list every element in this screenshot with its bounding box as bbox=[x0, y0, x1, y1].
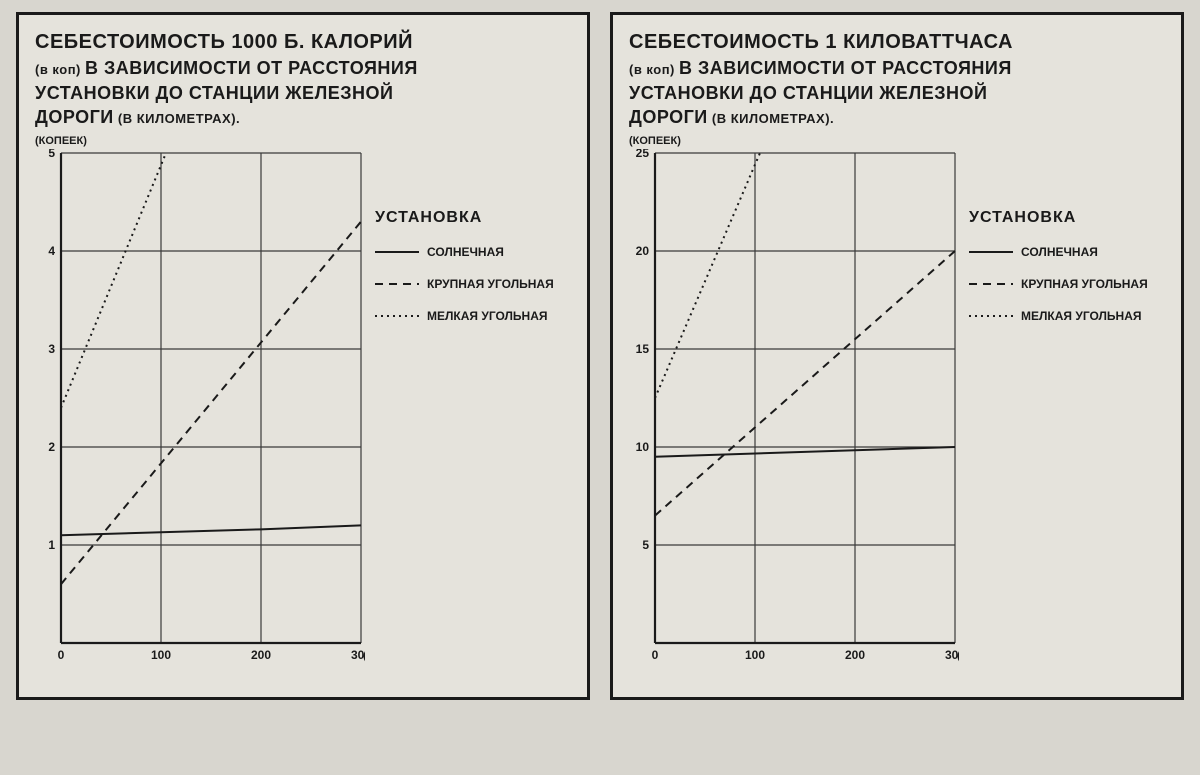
svg-text:0: 0 bbox=[58, 648, 65, 662]
title-sub: В ЗАВИСИМОСТИ ОТ РАССТОЯНИЯ bbox=[679, 58, 1012, 78]
svg-text:0: 0 bbox=[652, 648, 659, 662]
legend-item: СОЛНЕЧНАЯ bbox=[969, 245, 1148, 259]
svg-text:15: 15 bbox=[636, 342, 650, 356]
legend-item: МЕЛКАЯ УГОЛЬНАЯ bbox=[375, 309, 554, 323]
svg-text:100: 100 bbox=[745, 648, 765, 662]
legend-swatch-solid bbox=[969, 245, 1013, 259]
title-suffix: (В КИЛОМЕТРАХ). bbox=[708, 111, 834, 126]
legend-title: УСТАНОВКА bbox=[375, 209, 554, 227]
title-line-3: УСТАНОВКИ ДО СТАНЦИИ ЖЕЛЕЗНОЙ bbox=[629, 81, 1165, 105]
chart: 5101520250100200300(КИЛОМЕТРОВ) bbox=[629, 149, 959, 667]
title-line-1: СЕБЕСТОИМОСТЬ 1 КИЛОВАТТЧАСА bbox=[629, 29, 1165, 56]
panel-right: СЕБЕСТОИМОСТЬ 1 КИЛОВАТТЧАСА (в коп) В З… bbox=[610, 12, 1184, 700]
legend-label: КРУПНАЯ УГОЛЬНАЯ bbox=[1021, 277, 1148, 291]
chart-wrap: 5101520250100200300(КИЛОМЕТРОВ) УСТАНОВК… bbox=[629, 149, 1165, 667]
legend-title: УСТАНОВКА bbox=[969, 209, 1148, 227]
title-sub: В ЗАВИСИМОСТИ ОТ РАССТОЯНИЯ bbox=[85, 58, 418, 78]
title-prefix: (в коп) bbox=[35, 62, 85, 77]
svg-text:3: 3 bbox=[48, 342, 55, 356]
title-block: СЕБЕСТОИМОСТЬ 1000 Б. КАЛОРИЙ (в коп) В … bbox=[35, 29, 571, 129]
legend-swatch-dotted bbox=[375, 309, 419, 323]
legend-swatch-dotted bbox=[969, 309, 1013, 323]
svg-text:10: 10 bbox=[636, 440, 650, 454]
svg-text:2: 2 bbox=[48, 440, 55, 454]
title-suffix: (В КИЛОМЕТРАХ). bbox=[114, 111, 240, 126]
title-line-4: ДОРОГИ (В КИЛОМЕТРАХ). bbox=[35, 105, 571, 130]
svg-text:200: 200 bbox=[845, 648, 865, 662]
svg-text:4: 4 bbox=[48, 244, 55, 258]
svg-text:(КИЛОМЕТРОВ): (КИЛОМЕТРОВ) bbox=[363, 650, 365, 662]
svg-text:1: 1 bbox=[48, 538, 55, 552]
legend-item: СОЛНЕЧНАЯ bbox=[375, 245, 554, 259]
page: СЕБЕСТОИМОСТЬ 1000 Б. КАЛОРИЙ (в коп) В … bbox=[0, 0, 1200, 712]
y-axis-label: (КОПЕЕК) bbox=[35, 135, 571, 147]
legend-label: КРУПНАЯ УГОЛЬНАЯ bbox=[427, 277, 554, 291]
legend: УСТАНОВКА СОЛНЕЧНАЯ КРУПНАЯ УГОЛЬНАЯ МЕЛ… bbox=[375, 209, 554, 341]
svg-text:20: 20 bbox=[636, 244, 650, 258]
panel-left: СЕБЕСТОИМОСТЬ 1000 Б. КАЛОРИЙ (в коп) В … bbox=[16, 12, 590, 700]
svg-text:200: 200 bbox=[251, 648, 271, 662]
title-prefix: (в коп) bbox=[629, 62, 679, 77]
legend-label: МЕЛКАЯ УГОЛЬНАЯ bbox=[427, 309, 548, 323]
legend-label: МЕЛКАЯ УГОЛЬНАЯ bbox=[1021, 309, 1142, 323]
legend-item: КРУПНАЯ УГОЛЬНАЯ bbox=[969, 277, 1148, 291]
title-line-3: УСТАНОВКИ ДО СТАНЦИИ ЖЕЛЕЗНОЙ bbox=[35, 81, 571, 105]
title-line-2: (в коп) В ЗАВИСИМОСТИ ОТ РАССТОЯНИЯ bbox=[629, 56, 1165, 81]
svg-text:100: 100 bbox=[151, 648, 171, 662]
legend-item: КРУПНАЯ УГОЛЬНАЯ bbox=[375, 277, 554, 291]
title-line-2: (в коп) В ЗАВИСИМОСТИ ОТ РАССТОЯНИЯ bbox=[35, 56, 571, 81]
legend-swatch-dashed bbox=[375, 277, 419, 291]
chart: 123450100200300(КИЛОМЕТРОВ) bbox=[35, 149, 365, 667]
title-block: СЕБЕСТОИМОСТЬ 1 КИЛОВАТТЧАСА (в коп) В З… bbox=[629, 29, 1165, 129]
y-axis-label: (КОПЕЕК) bbox=[629, 135, 1165, 147]
title-sub: ДОРОГИ bbox=[629, 107, 708, 127]
title-sub: ДОРОГИ bbox=[35, 107, 114, 127]
legend: УСТАНОВКА СОЛНЕЧНАЯ КРУПНАЯ УГОЛЬНАЯ МЕЛ… bbox=[969, 209, 1148, 341]
title-line-1: СЕБЕСТОИМОСТЬ 1000 Б. КАЛОРИЙ bbox=[35, 29, 571, 56]
legend-swatch-solid bbox=[375, 245, 419, 259]
svg-text:(КИЛОМЕТРОВ): (КИЛОМЕТРОВ) bbox=[957, 650, 959, 662]
svg-text:25: 25 bbox=[636, 149, 650, 160]
svg-text:5: 5 bbox=[48, 149, 55, 160]
chart-wrap: 123450100200300(КИЛОМЕТРОВ) УСТАНОВКА СО… bbox=[35, 149, 571, 667]
title-line-4: ДОРОГИ (В КИЛОМЕТРАХ). bbox=[629, 105, 1165, 130]
legend-label: СОЛНЕЧНАЯ bbox=[427, 245, 504, 259]
legend-label: СОЛНЕЧНАЯ bbox=[1021, 245, 1098, 259]
svg-text:5: 5 bbox=[642, 538, 649, 552]
legend-item: МЕЛКАЯ УГОЛЬНАЯ bbox=[969, 309, 1148, 323]
legend-swatch-dashed bbox=[969, 277, 1013, 291]
